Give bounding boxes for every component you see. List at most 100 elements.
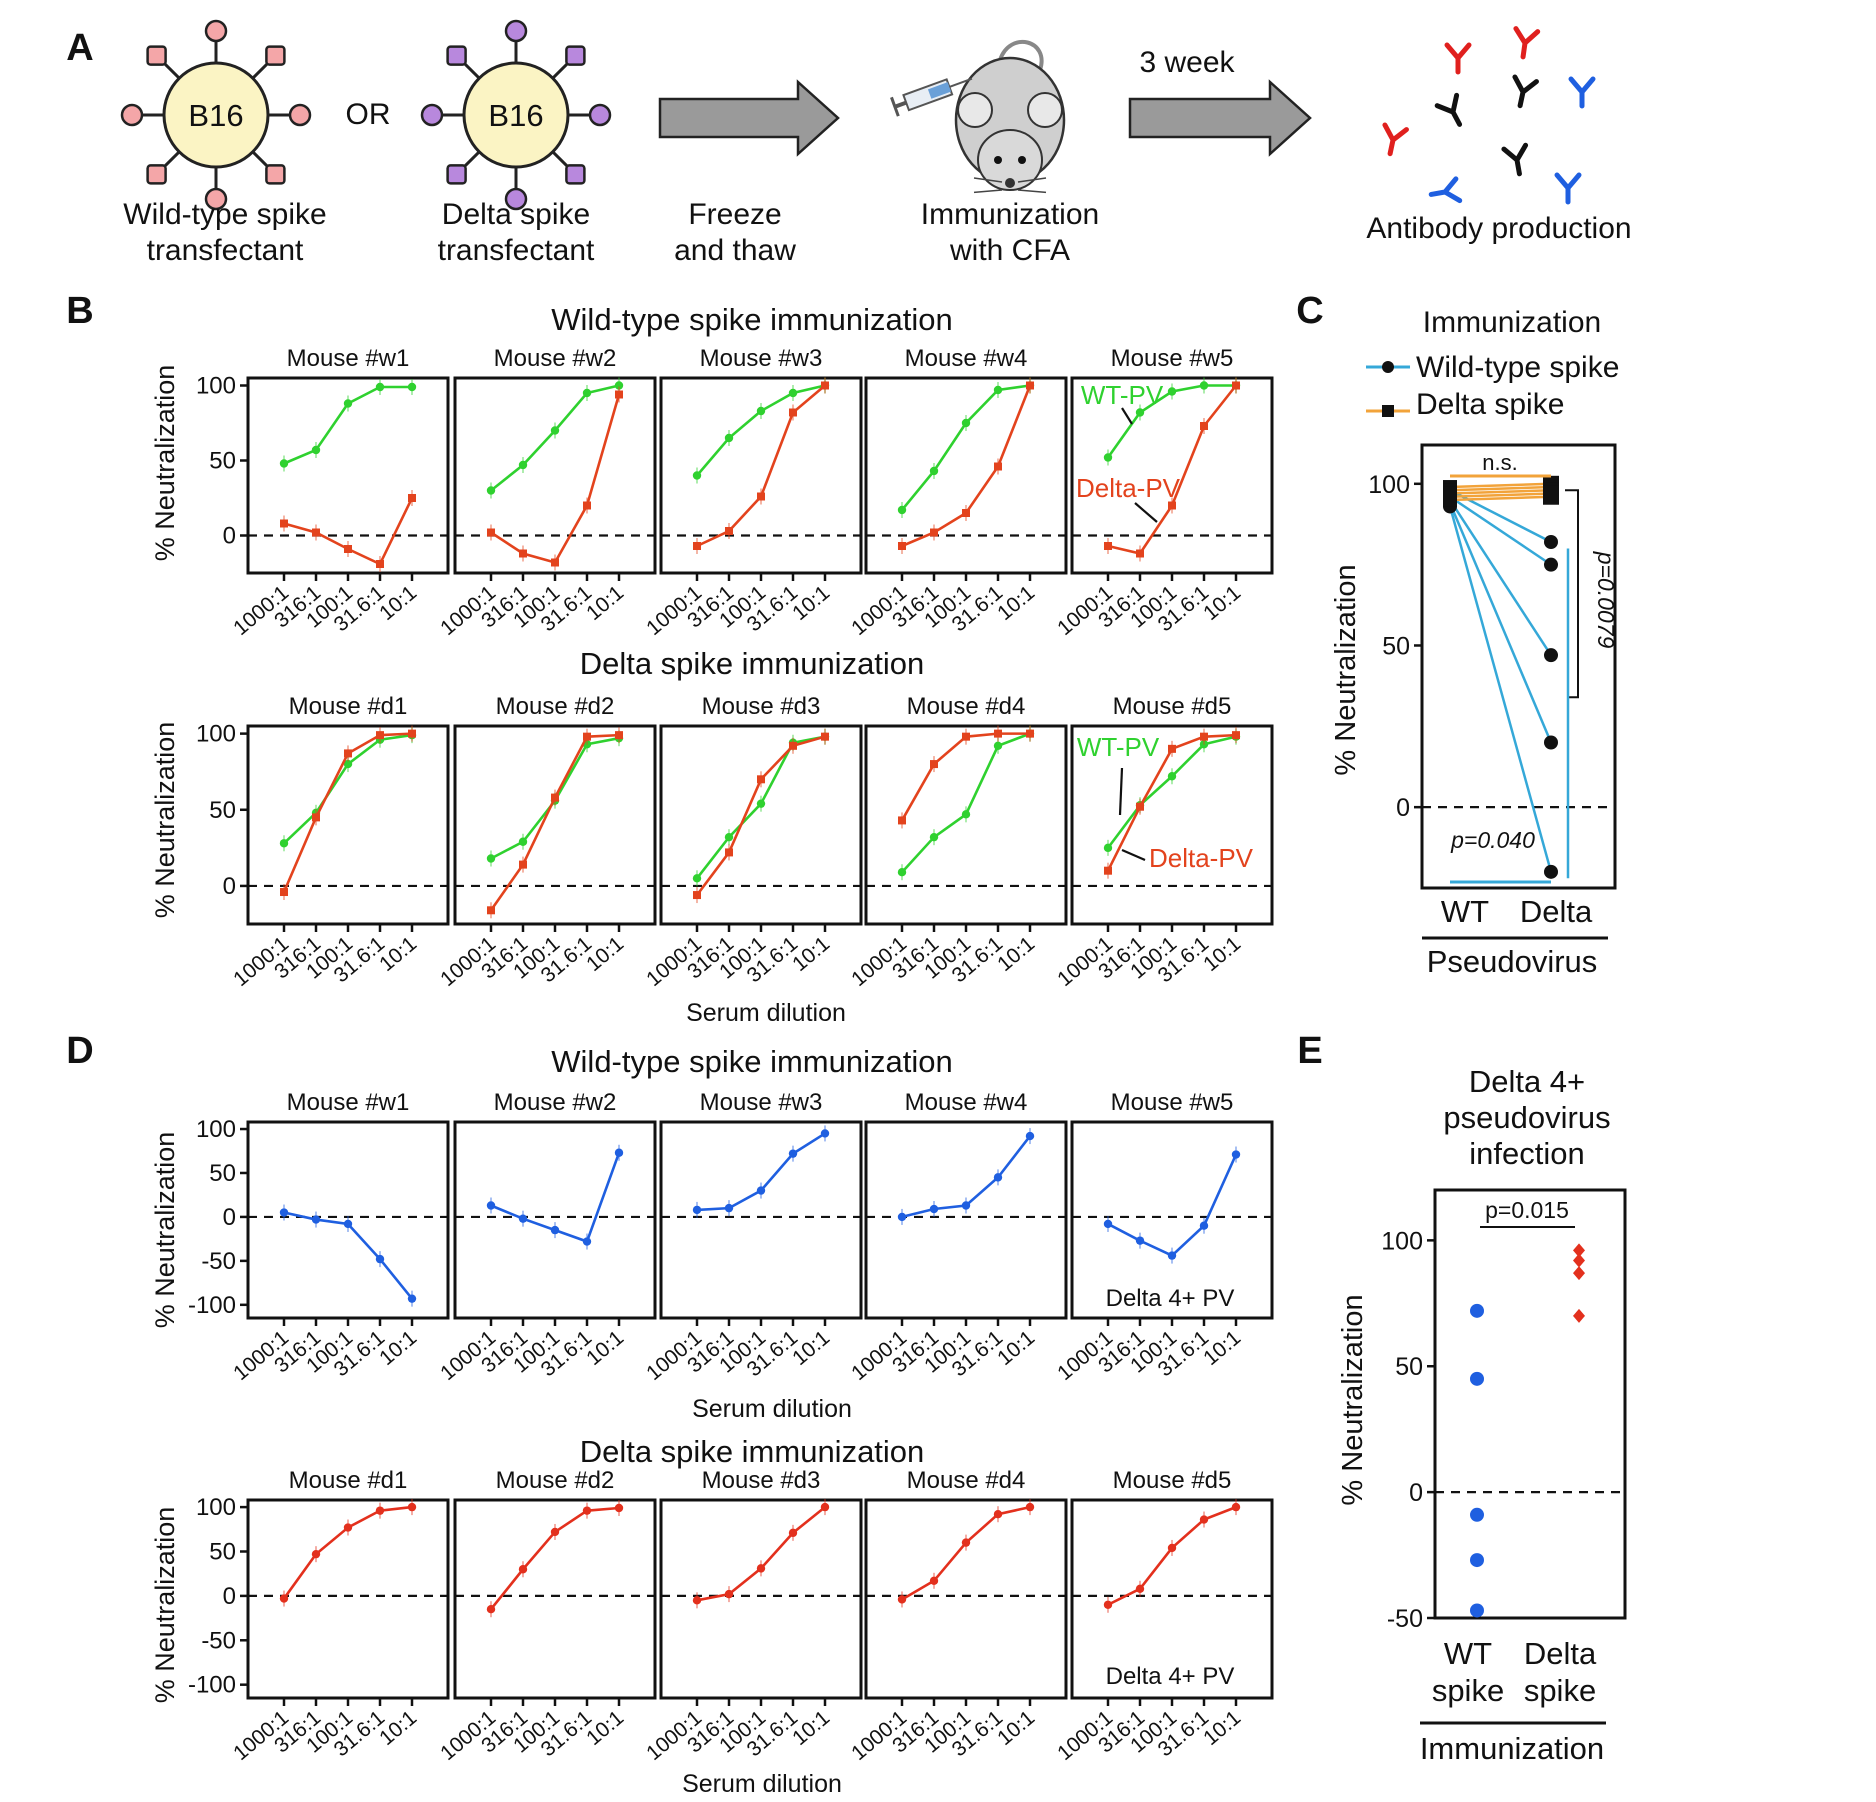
data-point xyxy=(375,382,385,392)
antibody-production-caption: Antibody production xyxy=(1366,212,1631,245)
p0079-bracket xyxy=(1565,489,1579,699)
wt-pv-label: WT-PV xyxy=(1081,380,1164,410)
panel-letter-C: C xyxy=(1296,290,1323,332)
data-point xyxy=(1200,732,1208,741)
series-line xyxy=(901,1505,1031,1601)
data-point xyxy=(311,445,321,455)
data-point xyxy=(279,459,289,468)
data-point xyxy=(897,1595,907,1604)
data-point xyxy=(693,542,701,550)
data-point xyxy=(376,731,384,740)
data-point xyxy=(486,1201,496,1210)
data-point xyxy=(788,388,798,398)
subplot-title: Mouse #d2 xyxy=(496,1467,615,1494)
data-point xyxy=(343,399,353,408)
data-point xyxy=(376,560,384,568)
subplot-mouse-w1: Mouse #w1-100-500501001000:1316:1100:131… xyxy=(188,1089,450,1385)
series-line xyxy=(900,384,1031,511)
antibody-shape xyxy=(1554,172,1582,205)
data-point xyxy=(615,390,623,399)
syringe-needle xyxy=(949,77,973,88)
series-line xyxy=(1107,384,1238,555)
data-point xyxy=(1026,729,1034,738)
data-point xyxy=(551,793,559,802)
data-point xyxy=(897,868,907,877)
mouse-tail xyxy=(998,40,1044,71)
subplot-title: Mouse #w3 xyxy=(700,1089,823,1116)
data-point xyxy=(789,408,797,417)
x-tick-label: 10:1 xyxy=(788,932,834,976)
cell1-caption: Wild-type spike xyxy=(123,198,326,231)
plot-frame xyxy=(453,376,657,575)
data-point xyxy=(930,528,938,537)
data-point xyxy=(961,1538,971,1547)
antibody-icon xyxy=(1513,26,1541,60)
plot-frame xyxy=(659,1498,863,1700)
y-tick-label: 50 xyxy=(209,1160,236,1187)
mouse-icon xyxy=(954,40,1066,194)
y-tick-label: 0 xyxy=(1396,794,1410,822)
wt-spike-point xyxy=(1470,1303,1484,1318)
y-tick-label: 50 xyxy=(209,1538,236,1565)
subplot-title: Mouse #w1 xyxy=(287,345,410,372)
y-tick-label: 100 xyxy=(196,721,236,748)
mouse-head xyxy=(977,129,1043,191)
data-point xyxy=(344,545,352,553)
data-point xyxy=(279,1594,289,1603)
x-tick-label: 10:1 xyxy=(993,1706,1039,1750)
y-tick-label: 100 xyxy=(1368,471,1410,499)
delta-spike-point xyxy=(1573,1266,1585,1281)
plot-frame xyxy=(864,376,1068,575)
panelD-ylabel-top: % Neutralization xyxy=(150,1132,180,1329)
data-point xyxy=(550,426,560,435)
data-point xyxy=(1103,843,1113,853)
delta-pair-line xyxy=(1449,492,1552,498)
data-point xyxy=(1231,1150,1241,1159)
subplot-mouse-w1: Mouse #w10501001000:1316:1100:131.6:110:… xyxy=(196,345,450,640)
cell-label: B16 xyxy=(188,98,243,133)
delta-pv-pointer-d5 xyxy=(1121,848,1146,862)
plot-frame xyxy=(864,724,1068,926)
y-tick-label: -50 xyxy=(1387,1605,1423,1633)
antibody-icon xyxy=(1382,122,1409,157)
subplot-title: Mouse #w3 xyxy=(700,345,823,372)
antibody-shape xyxy=(1434,92,1463,127)
data-point xyxy=(961,418,971,428)
panelD-ylabel-bottom: % Neutralization xyxy=(150,1507,180,1704)
delta-spike-cell: B16 xyxy=(420,19,612,211)
series-line xyxy=(901,385,1032,548)
plot-frame xyxy=(864,1498,1068,1700)
x-tick-label: 10:1 xyxy=(788,581,834,625)
subplot-title: Mouse #d3 xyxy=(702,693,821,720)
data-point xyxy=(1168,501,1176,510)
antibody-icon xyxy=(1512,74,1539,109)
panelC-cat-wt: WT xyxy=(1441,894,1489,929)
panelD-title-bottom: Delta spike immunization xyxy=(580,1434,925,1469)
data-point xyxy=(962,509,970,517)
data-point xyxy=(788,1149,798,1158)
panel-letter-E: E xyxy=(1297,1030,1322,1072)
data-point xyxy=(279,839,289,848)
data-point xyxy=(821,732,829,741)
subplot-title: Mouse #w5 xyxy=(1111,1089,1234,1116)
panelE-group-label: Immunization xyxy=(1420,1731,1604,1766)
mouse-ear xyxy=(1027,92,1063,128)
plot-frame xyxy=(453,724,657,926)
x-tick-label: 10:1 xyxy=(375,932,421,976)
x-tick-label: 10:1 xyxy=(1199,581,1245,625)
data-point xyxy=(820,1502,830,1512)
data-point xyxy=(1135,1584,1145,1593)
data-point xyxy=(519,549,527,558)
delta-point xyxy=(1543,488,1559,505)
arrow-3week-label: 3 week xyxy=(1139,46,1235,79)
antibody-icon xyxy=(1501,142,1529,177)
delta-spike-point xyxy=(1573,1253,1585,1268)
spike-head-square xyxy=(265,45,286,66)
panelC-group-label: Pseudovirus xyxy=(1427,944,1598,979)
